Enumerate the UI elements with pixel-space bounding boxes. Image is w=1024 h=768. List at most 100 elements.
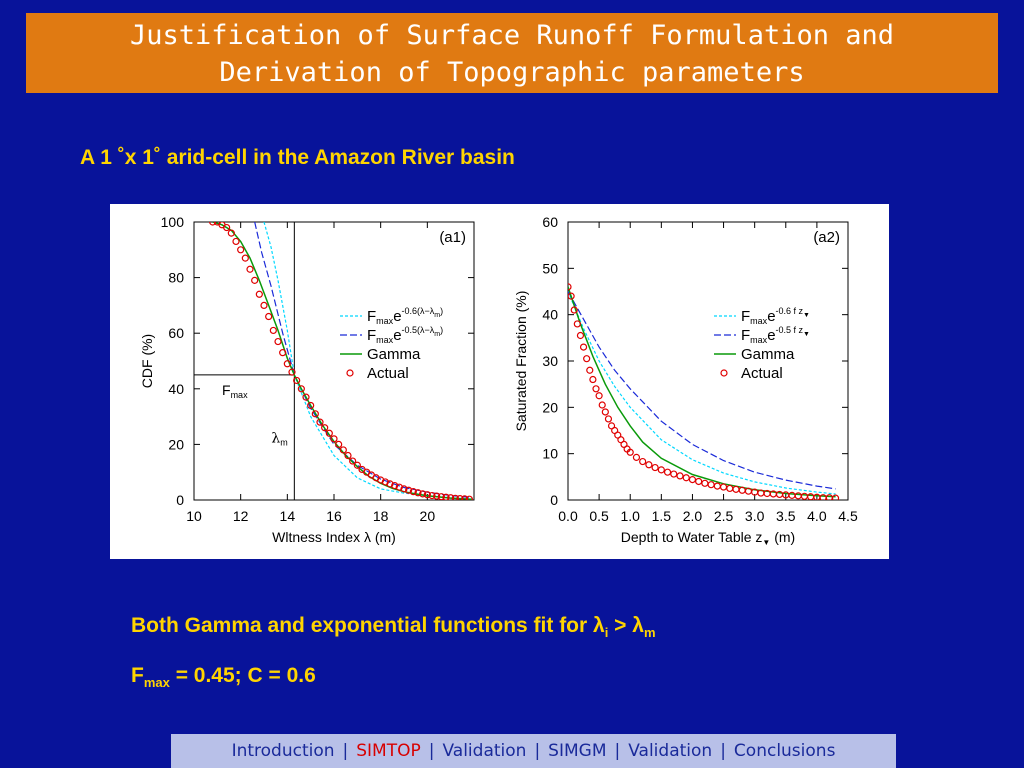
slide-subtitle: A 1 ˚x 1˚ arid-cell in the Amazon River … xyxy=(80,146,515,169)
chart2-actual-point xyxy=(732,485,740,493)
chart1-plot-frame xyxy=(193,221,475,501)
chart2-y-tick-label: 50 xyxy=(542,260,558,276)
nav-link-validation-4[interactable]: Validation xyxy=(628,741,713,761)
chart1-actual-point xyxy=(386,480,394,488)
note-fit: Both Gamma and exponential functions fit… xyxy=(131,614,656,640)
chart1-y-tick-label: 0 xyxy=(176,492,184,508)
chart2-x-tick-label: 1.0 xyxy=(620,508,640,524)
chart2-y-tick-label: 10 xyxy=(542,446,558,462)
chart1-actual-point xyxy=(213,222,221,226)
chart2-actual-point xyxy=(651,463,659,472)
note-fit-sub-m: m xyxy=(643,625,656,641)
chart2-actual-point xyxy=(576,331,585,340)
chart1-fmax-annotation: Fmax xyxy=(222,382,248,400)
nav-link-simgm[interactable]: SIMGM xyxy=(548,741,607,761)
chart1-actual-point xyxy=(447,494,455,500)
chart2-actual-point xyxy=(639,457,647,466)
chart1-actual-point xyxy=(265,312,273,321)
nav-separator: | xyxy=(342,741,349,761)
title-bar: Justification of Surface Runoff Formulat… xyxy=(26,13,998,93)
chart1-x-tick-label: 14 xyxy=(280,508,296,524)
chart1-actual-point xyxy=(255,290,263,298)
chart2-x-tick-label: 2.5 xyxy=(714,508,734,524)
chart1-x-tick-label: 18 xyxy=(373,508,389,524)
chart1-actual-point xyxy=(232,237,240,246)
chart1-y-tick-label: 60 xyxy=(168,325,184,341)
chart2-actual-point xyxy=(657,466,665,474)
chart2-x-axis-label: Depth to Water Table z▼ (m) xyxy=(621,529,795,547)
chart2-plot-frame xyxy=(567,221,849,501)
chart1-actual-point xyxy=(344,451,352,460)
chart1-actual-point xyxy=(279,349,287,357)
chart2-y-tick-label: 0 xyxy=(550,492,558,508)
chart1-actual-point xyxy=(409,488,417,496)
chart2-actual-point xyxy=(645,461,653,469)
chart2-x-tick-label: 2.0 xyxy=(683,508,703,524)
chart2-y-tick-label: 60 xyxy=(542,214,558,230)
chart2-actual-point xyxy=(568,292,575,300)
chart2-actual-point xyxy=(573,320,581,328)
chart2-legend-label-exp05: Fmaxe-0.5 f z▼ xyxy=(741,325,810,345)
chart2-actual-point xyxy=(738,486,746,494)
note-fit-text: Both Gamma and exponential functions fit… xyxy=(131,614,605,637)
nav-link-simtop[interactable]: SIMTOP xyxy=(356,741,421,761)
chart1-actual-point xyxy=(293,376,301,385)
chart2-series-exp06 xyxy=(568,291,836,495)
nav-separator: | xyxy=(534,741,541,761)
chart1-actual-point xyxy=(405,486,413,494)
chart1-y-tick-label: 80 xyxy=(168,270,184,286)
chart2-actual-point xyxy=(568,283,572,291)
chart1-y-tick-label: 20 xyxy=(168,436,184,452)
chart1-actual-point xyxy=(456,495,464,500)
nav-separator: | xyxy=(614,741,621,761)
chart1-actual-point xyxy=(330,435,338,443)
chart1-actual-point xyxy=(311,410,319,418)
chart2-actual-point xyxy=(713,482,721,490)
chart1-actual-point xyxy=(223,223,231,232)
nav-separator: | xyxy=(428,741,435,761)
chart1-y-axis-label: CDF (%) xyxy=(139,334,155,388)
chart1-actual-point xyxy=(209,222,217,226)
chart1-actual-point xyxy=(451,494,459,500)
chart2-actual-point xyxy=(682,474,690,482)
chart1-x-tick-label: 10 xyxy=(186,508,202,524)
nav-link-introduction[interactable]: Introduction xyxy=(231,741,335,761)
chart2-actual-point xyxy=(663,468,672,476)
chart2-x-tick-label: 0.0 xyxy=(558,508,578,524)
chart1-actual-point xyxy=(400,485,408,493)
chart1-actual-point xyxy=(321,424,329,432)
nav-link-conclusions[interactable]: Conclusions xyxy=(733,741,836,761)
chart1-actual-point xyxy=(339,446,347,454)
chart2-actual-point xyxy=(601,408,609,416)
chart2-y-tick-label: 40 xyxy=(542,307,558,323)
chart2-actual-point xyxy=(589,375,597,384)
title-line-2: Derivation of Topographic parameters xyxy=(219,57,805,88)
chart1-actual-point xyxy=(325,429,333,437)
chart1-legend-label-actual: Actual xyxy=(367,365,409,382)
chart1-y-tick-label: 100 xyxy=(161,214,185,230)
note-params-values: = 0.45; C = 0.6 xyxy=(169,664,316,687)
chart2-x-tick-label: 4.5 xyxy=(838,508,858,524)
note-params: Fmax = 0.45; C = 0.6 xyxy=(131,664,316,690)
chart2-actual-point xyxy=(695,477,703,486)
chart2-series-exp05 xyxy=(568,291,836,490)
chart2-actual-point xyxy=(570,306,578,314)
nav-separator: | xyxy=(720,741,726,761)
nav-link-validation[interactable]: Validation xyxy=(442,741,527,761)
chart2-actual-point xyxy=(592,385,600,393)
note-fit-mid: > λ xyxy=(608,614,644,637)
chart1-actual-point xyxy=(335,440,343,448)
chart2-x-tick-label: 1.5 xyxy=(652,508,672,524)
chart2-actual-point xyxy=(626,448,634,456)
chart1-panel-label: (a1) xyxy=(439,229,466,246)
chart1-actual-point xyxy=(288,368,296,376)
chart2-actual-point xyxy=(632,453,641,461)
chart1-actual-point xyxy=(316,418,324,426)
chart2-actual-point xyxy=(676,472,684,480)
chart2-series-gamma xyxy=(568,286,836,498)
chart2-y-tick-label: 30 xyxy=(542,353,558,369)
chart1-actual-point xyxy=(274,337,282,346)
chart1-x-axis-label: Wltness Index λ (m) xyxy=(272,529,396,545)
chart1-x-tick-label: 16 xyxy=(326,508,342,524)
chart1-actual-point xyxy=(349,457,357,465)
